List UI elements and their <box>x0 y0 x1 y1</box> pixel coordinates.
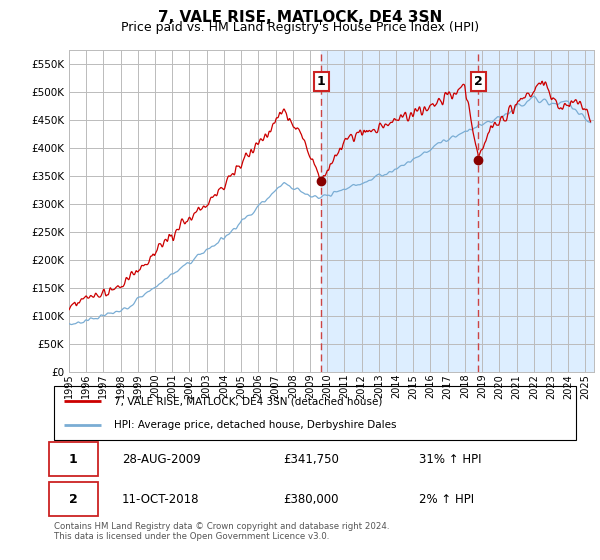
Text: Price paid vs. HM Land Registry's House Price Index (HPI): Price paid vs. HM Land Registry's House … <box>121 21 479 34</box>
Text: 31% ↑ HPI: 31% ↑ HPI <box>419 452 482 465</box>
Text: 2: 2 <box>474 74 483 88</box>
Text: £380,000: £380,000 <box>284 493 339 506</box>
Text: 7, VALE RISE, MATLOCK, DE4 3SN (detached house): 7, VALE RISE, MATLOCK, DE4 3SN (detached… <box>114 396 382 407</box>
Bar <box>322 50 594 372</box>
Text: 1: 1 <box>317 74 326 88</box>
Text: £341,750: £341,750 <box>284 452 340 465</box>
FancyBboxPatch shape <box>49 483 98 516</box>
Text: Contains HM Land Registry data © Crown copyright and database right 2024.
This d: Contains HM Land Registry data © Crown c… <box>54 522 389 542</box>
Text: 1: 1 <box>69 452 77 465</box>
Text: 7, VALE RISE, MATLOCK, DE4 3SN: 7, VALE RISE, MATLOCK, DE4 3SN <box>158 10 442 25</box>
Text: 2: 2 <box>69 493 77 506</box>
Text: 28-AUG-2009: 28-AUG-2009 <box>122 452 200 465</box>
Text: HPI: Average price, detached house, Derbyshire Dales: HPI: Average price, detached house, Derb… <box>114 419 397 430</box>
FancyBboxPatch shape <box>49 442 98 475</box>
Text: 2% ↑ HPI: 2% ↑ HPI <box>419 493 475 506</box>
Text: 11-OCT-2018: 11-OCT-2018 <box>122 493 199 506</box>
